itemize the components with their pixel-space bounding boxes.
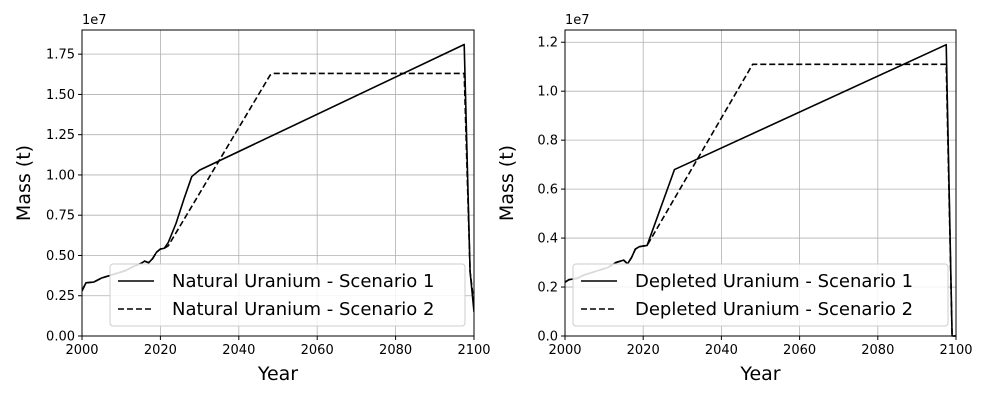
y-tick-label: 1.2 [537, 36, 558, 51]
chart-natural-uranium: 2000 2020 2040 2060 2080 2100 0.00 0.25 0.50 0.75… [13, 13, 491, 385]
y-tick-label: 0.50 [46, 249, 75, 264]
x-tick-label: 2040 [705, 343, 738, 358]
y-tick-label: 0.75 [46, 209, 75, 224]
y-tick-label: 0.25 [46, 289, 75, 304]
plot-frame [564, 29, 957, 337]
y-multiplier-label: 1e7 [565, 13, 590, 28]
legend-box [109, 263, 466, 327]
y-tick-label: 0.6 [537, 183, 558, 198]
legend-label-2: Natural Uranium - Scenario 2 [172, 299, 434, 320]
series-line-2 [82, 72, 474, 304]
y-tick-label: 1.75 [46, 48, 75, 63]
x-tick-label: 2020 [627, 343, 660, 358]
legend-box [572, 263, 949, 327]
y-multiplier-label: 1e7 [82, 13, 107, 28]
y-tick-label: 1.00 [46, 168, 75, 183]
y-tick-label: 1.25 [46, 128, 75, 143]
x-axis-label: Year [257, 363, 298, 385]
x-tick-label: 2020 [144, 343, 177, 358]
x-tick-label: 2100 [457, 343, 490, 358]
y-axis-label: Mass (t) [13, 145, 35, 221]
y-tick-label: 0.4 [537, 232, 558, 247]
x-tick-label: 2000 [65, 343, 98, 358]
x-tick-label: 2080 [861, 343, 894, 358]
legend-label-2: Depleted Uranium - Scenario 2 [635, 299, 913, 320]
x-tick-label: 2000 [548, 343, 581, 358]
legend-label-1: Depleted Uranium - Scenario 1 [635, 271, 913, 292]
x-tick-label: 2060 [783, 343, 816, 358]
y-tick-label: 1.0 [537, 85, 558, 100]
x-tick-label: 2060 [301, 343, 334, 358]
x-tick-label: 2100 [939, 343, 972, 358]
y-tick-label: 0.8 [537, 134, 558, 149]
chart-depleted-uranium: 2000 2020 2040 2060 2080 2100 0.0 0.2 0.4 0.6 0.8 1… [496, 13, 973, 385]
plot-frame [81, 29, 475, 337]
y-tick-label: 1.50 [46, 88, 75, 103]
legend: Depleted Uranium - Scenario 1 Depleted Ur… [572, 263, 949, 327]
legend: Natural Uranium - Scenario 1 Natural Uran… [109, 263, 466, 327]
y-tick-label: 0.0 [537, 330, 558, 345]
x-tick-label: 2080 [379, 343, 412, 358]
y-tick-label: 0.2 [537, 281, 558, 296]
x-tick-label: 2040 [222, 343, 255, 358]
x-axis-label: Year [739, 363, 780, 385]
y-axis-label: Mass (t) [496, 145, 518, 221]
y-tick-label: 0.00 [46, 330, 75, 345]
legend-label-1: Natural Uranium - Scenario 1 [172, 271, 434, 292]
